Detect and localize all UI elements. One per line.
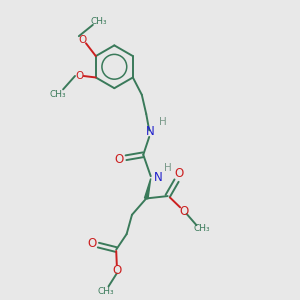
Text: O: O — [174, 167, 183, 180]
Text: CH₃: CH₃ — [97, 287, 114, 296]
Text: H: H — [159, 117, 167, 127]
Text: O: O — [75, 71, 84, 81]
Text: O: O — [113, 264, 122, 277]
Polygon shape — [145, 178, 151, 199]
Text: N: N — [154, 171, 163, 184]
Text: H: H — [164, 163, 172, 173]
Text: CH₃: CH₃ — [91, 17, 107, 26]
Text: O: O — [179, 205, 188, 218]
Text: CH₃: CH₃ — [193, 224, 210, 233]
Text: O: O — [87, 237, 97, 250]
Text: O: O — [78, 35, 87, 45]
Text: O: O — [115, 153, 124, 166]
Text: CH₃: CH₃ — [50, 90, 66, 99]
Text: N: N — [146, 125, 155, 138]
